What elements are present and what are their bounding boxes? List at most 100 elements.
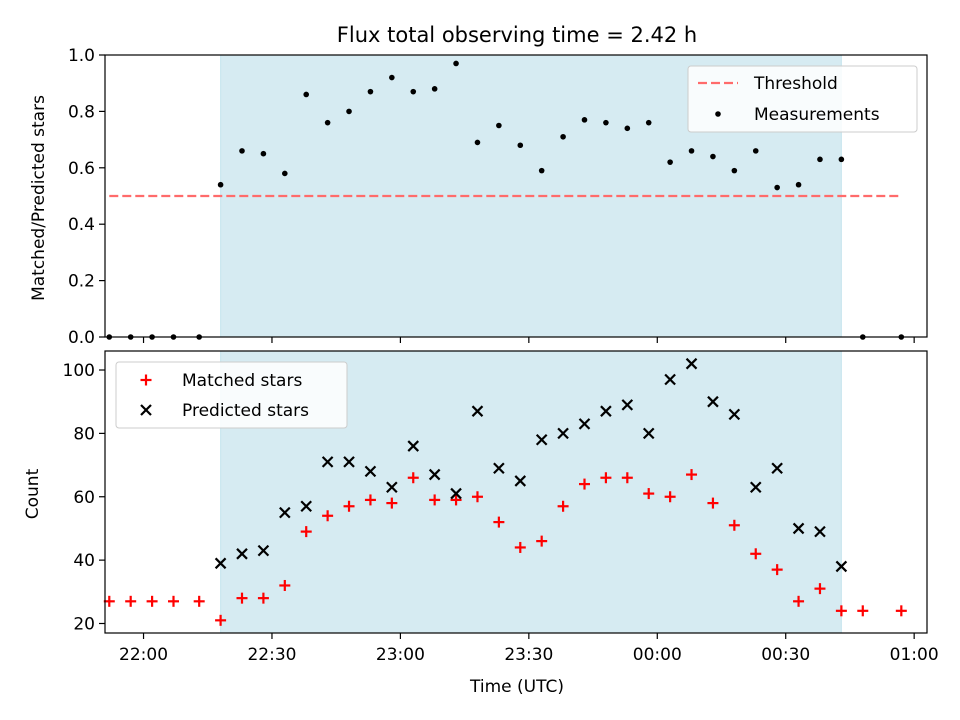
data-point [431, 86, 438, 92]
x-tick-label: 23:30 [504, 645, 553, 665]
marker-stroke [514, 475, 527, 487]
data-point [560, 133, 566, 140]
data-point [557, 500, 569, 512]
legend-box [115, 361, 348, 429]
data-point [685, 357, 698, 370]
marker-stroke [386, 481, 398, 494]
x-tick-label: 23:00 [376, 645, 425, 665]
top-axes-frame [104, 54, 928, 338]
data-point [793, 595, 805, 607]
marker-stroke [664, 373, 676, 386]
data-point [749, 481, 762, 494]
data-point [750, 548, 762, 560]
marker-stroke [578, 418, 591, 430]
data-point [343, 456, 355, 468]
y-tick-label: 100 [63, 361, 95, 381]
y-tick-label: 1.0 [68, 46, 95, 66]
legend-swatch-measurements [715, 111, 721, 117]
legend-label: Predicted stars [182, 401, 309, 421]
data-point [453, 60, 459, 67]
y-tick-label: 40 [73, 551, 95, 571]
data-point [303, 91, 310, 98]
bottom-panel: 20 40 60 80 100 22:00 22:30 23:00 23:30 00:00 00:3… [63, 350, 939, 665]
data-point [664, 373, 676, 386]
marker-stroke [600, 405, 612, 417]
data-point [321, 456, 334, 468]
data-point [300, 526, 312, 538]
y-tick-label: 20 [73, 614, 95, 634]
data-point [557, 427, 569, 440]
data-point [857, 605, 869, 617]
y-tick-label: 60 [73, 488, 95, 508]
data-point [838, 156, 845, 163]
marker-stroke [279, 506, 291, 519]
x-tick-label: 00:00 [633, 645, 682, 665]
y-tick-label: 0.8 [68, 102, 95, 122]
data-point [103, 595, 115, 607]
y-tick-label: 0.4 [68, 215, 95, 235]
bottom-panel-ylabel: Count [23, 468, 43, 519]
y-tick-label: 80 [73, 424, 95, 444]
data-point [817, 156, 823, 163]
bottom-axes-frame [104, 350, 928, 634]
data-point [707, 395, 719, 408]
data-point [282, 170, 288, 177]
data-point [688, 148, 695, 154]
data-point [471, 405, 484, 417]
data-point [771, 462, 783, 475]
data-point [642, 427, 655, 440]
data-point [450, 494, 462, 506]
data-point [367, 88, 374, 95]
data-point [214, 557, 227, 570]
legend-label: Measurements [754, 105, 880, 125]
data-point [471, 491, 483, 503]
data-point [474, 139, 481, 146]
data-point [450, 487, 462, 500]
data-point [279, 579, 291, 591]
data-point [496, 122, 502, 129]
data-point [493, 516, 505, 528]
data-point [600, 472, 612, 484]
data-point [429, 494, 441, 506]
data-point [389, 74, 395, 81]
marker-stroke [707, 395, 719, 408]
marker-stroke [493, 462, 505, 475]
data-point [236, 548, 248, 560]
data-point [603, 119, 609, 126]
y-tick-label: 0.0 [68, 328, 95, 348]
data-point [792, 522, 805, 535]
bottom-legend: Matched stars Predicted stars [115, 361, 348, 429]
marker-stroke [471, 405, 484, 417]
y-tick-label: 0.2 [68, 272, 95, 292]
data-point [731, 167, 738, 174]
bottom-series-predicted-stars [214, 357, 848, 573]
data-point [728, 519, 740, 531]
y-tick-label: 0.6 [68, 159, 95, 179]
marker-stroke [814, 525, 826, 538]
marker-stroke [236, 548, 248, 560]
top-legend: Threshold Measurements [687, 65, 918, 133]
marker-stroke [364, 465, 377, 478]
data-point [364, 465, 377, 478]
data-point [579, 478, 590, 490]
data-point [217, 181, 224, 188]
marker-stroke [321, 456, 334, 468]
marker-stroke [407, 440, 420, 452]
marker-stroke [535, 433, 548, 446]
marker-stroke [300, 500, 312, 513]
data-point [752, 148, 759, 154]
data-point [835, 560, 848, 573]
data-point [795, 181, 802, 188]
data-point [300, 500, 312, 513]
marker-stroke [343, 456, 355, 468]
data-point [581, 117, 588, 123]
data-point [407, 440, 420, 452]
chart-title: Flux total observing time = 2.42 h [337, 23, 697, 47]
marker-stroke [642, 427, 655, 440]
legend-label: Threshold [753, 74, 838, 94]
data-point [645, 119, 652, 126]
data-point [260, 150, 267, 157]
data-point [774, 184, 780, 191]
data-point [707, 497, 719, 509]
